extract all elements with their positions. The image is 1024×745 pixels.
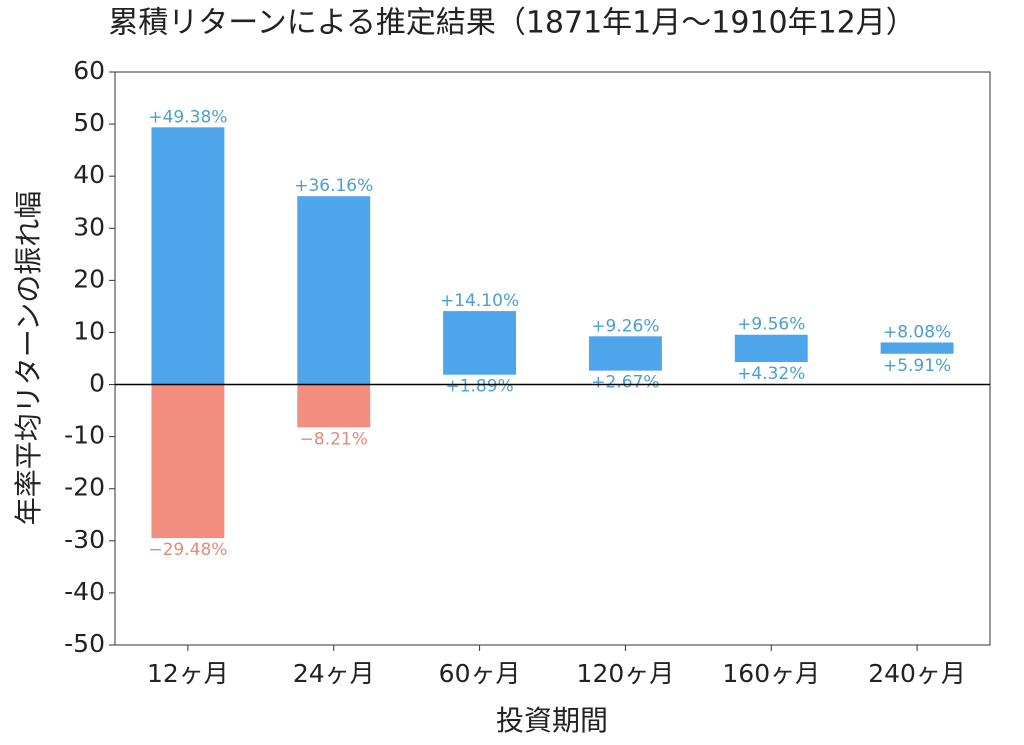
bar-positive [297,196,371,385]
plot-frame [114,71,991,646]
x-tick-label: 60ヶ月 [439,659,521,688]
value-label: +14.10% [440,291,519,311]
bar-negative [297,384,371,428]
value-label: +36.16% [294,176,373,196]
value-label: +4.32% [737,364,805,384]
x-tick-label: 12ヶ月 [147,659,229,688]
y-tick-label: 20 [73,264,105,293]
value-label: +9.26% [591,316,659,336]
value-label: +8.08% [883,322,951,342]
chart-title: 累積リターンによる推定結果（1871年1月～1910年12月） [108,6,916,41]
x-tick-label: 160ヶ月 [722,659,820,688]
x-axis-label: 投資期間 [496,704,608,737]
y-tick-label: -40 [64,577,105,606]
bar-negative [151,384,225,539]
y-tick-label: -10 [64,421,105,450]
bar-positive [151,127,225,385]
x-tick-label: 120ヶ月 [577,659,675,688]
y-tick-label: 30 [73,212,105,241]
value-label: −29.48% [148,540,227,560]
value-label: +9.56% [737,315,805,335]
value-label: +2.67% [591,373,659,393]
y-tick-label: 10 [73,316,105,345]
y-axis-label: 年率平均リターンの振れ幅 [12,191,45,526]
value-label: +1.89% [445,377,513,397]
y-tick-label: 60 [73,56,105,85]
x-tick-label: 24ヶ月 [293,659,375,688]
y-tick-label: -20 [64,473,105,502]
y-tick-label: 50 [73,108,105,137]
bar-range [734,334,808,363]
y-tick-label: 0 [89,369,105,398]
value-label: −8.21% [300,429,368,449]
value-label: +49.38% [148,107,227,127]
x-tick-label: 240ヶ月 [868,659,966,688]
bar-range [588,336,662,371]
bar-range [880,342,954,354]
y-tick-label: 40 [73,160,105,189]
y-tick-label: -50 [64,629,105,658]
y-tick-label: -30 [64,525,105,554]
bar-range [443,311,517,375]
value-label: +5.91% [883,356,951,376]
